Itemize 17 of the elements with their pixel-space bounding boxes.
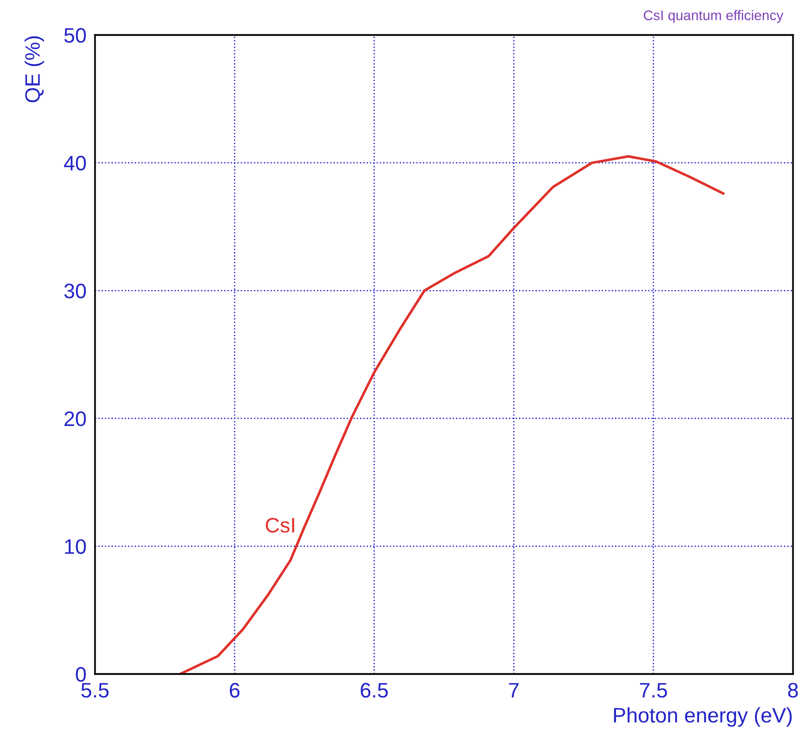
y-tick-label: 20: [64, 411, 86, 426]
x-tick-label: 7.5: [640, 683, 668, 698]
y-tick-label: 0: [76, 667, 86, 682]
series-label: CsI: [266, 518, 294, 533]
y-tick-label: 50: [64, 28, 86, 43]
chart-title: CsI quantum efficiency: [644, 10, 784, 23]
y-axis-title: QE (%): [24, 36, 44, 102]
x-axis-title: Photon energy (eV): [614, 707, 792, 727]
x-tick-label: 7: [509, 683, 519, 698]
line-series: [178, 155, 724, 674]
y-tick-label: 30: [64, 284, 86, 298]
x-tick-label: 8: [788, 682, 798, 698]
x-tick-label: 5.5: [81, 683, 109, 698]
x-tick-label: 6.5: [360, 682, 388, 698]
x-tick-label: 6: [230, 682, 240, 698]
y-tick-label: 40: [64, 156, 86, 171]
y-tick-label: 10: [65, 539, 86, 554]
